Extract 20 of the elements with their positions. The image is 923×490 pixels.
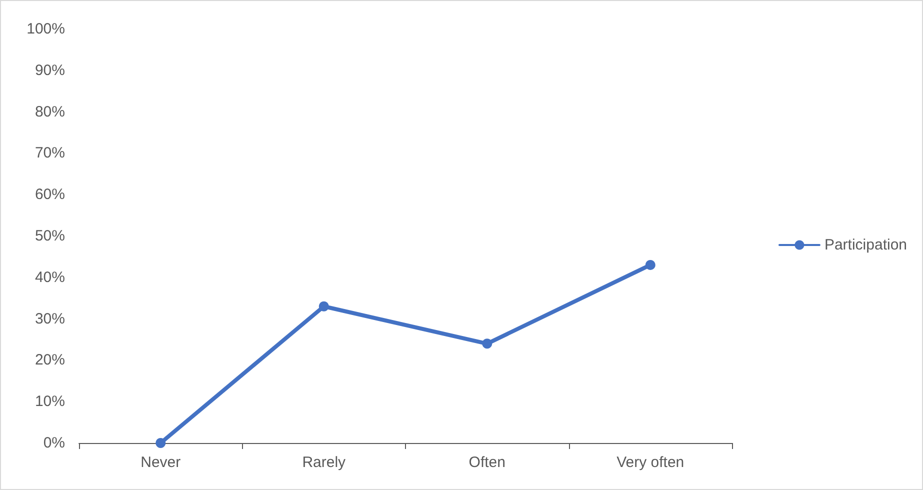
x-tick-label: Rarely	[302, 454, 346, 471]
y-tick-label: 100%	[26, 20, 65, 38]
x-tick-label: Often	[468, 454, 506, 471]
y-tick-label: 50%	[34, 228, 65, 244]
legend-label: Participation	[824, 236, 908, 254]
y-tick-label: 90%	[34, 62, 65, 79]
y-tick-label: 0%	[43, 434, 65, 452]
x-tick-label: Very often	[616, 454, 684, 471]
x-tick-label: Never	[140, 454, 181, 471]
point	[482, 338, 492, 349]
y-tick-label: 40%	[34, 268, 65, 286]
y-tick-label: 80%	[34, 103, 65, 120]
y-tick-label: 20%	[34, 352, 65, 369]
y-tick-label: 10%	[34, 393, 65, 410]
point	[156, 438, 166, 448]
y-tick-label: 60%	[34, 186, 65, 204]
y-tick-label: 70%	[34, 144, 65, 162]
y-tick-label: 30%	[34, 310, 65, 328]
point	[318, 301, 329, 312]
point	[645, 260, 656, 270]
